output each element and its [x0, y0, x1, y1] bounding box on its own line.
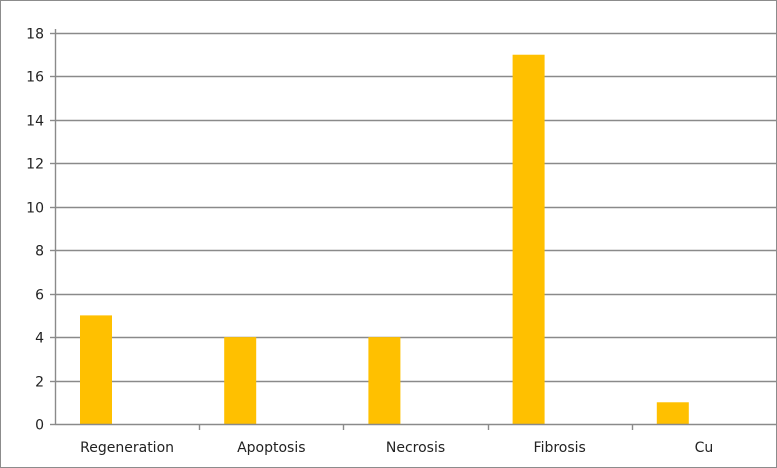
- axes: [50, 29, 776, 430]
- y-tick-label: 10: [26, 201, 44, 217]
- x-category-label: Apoptosis: [237, 440, 305, 456]
- y-tick-label: 4: [35, 331, 44, 347]
- gridlines: [55, 32, 776, 383]
- x-category-labels: Regeneration Apoptosis Necrosis Fibrosis Cu: [80, 440, 713, 456]
- y-tick-label: 18: [26, 27, 44, 43]
- bar-necrosis: [368, 337, 401, 424]
- y-tick-labels: 0 2 4 6 8 10 12 14 16 18: [26, 27, 44, 434]
- bar-apoptosis: [224, 337, 257, 424]
- y-tick-label: 8: [35, 244, 44, 260]
- x-category-label: Necrosis: [386, 440, 445, 456]
- y-tick-label: 0: [35, 418, 44, 434]
- y-tick-label: 12: [26, 157, 44, 173]
- y-tick-label: 6: [35, 288, 44, 304]
- y-tick-label: 2: [35, 375, 44, 391]
- y-tick-label: 16: [26, 70, 44, 86]
- x-category-label: Regeneration: [80, 440, 174, 456]
- bar-cu: [656, 402, 689, 424]
- bar-fibrosis: [512, 54, 545, 424]
- bar-regeneration: [80, 315, 112, 424]
- y-tick-label: 14: [26, 114, 44, 130]
- x-category-label: Fibrosis: [534, 440, 586, 456]
- bars: [80, 54, 689, 424]
- x-category-label: Cu: [695, 440, 714, 456]
